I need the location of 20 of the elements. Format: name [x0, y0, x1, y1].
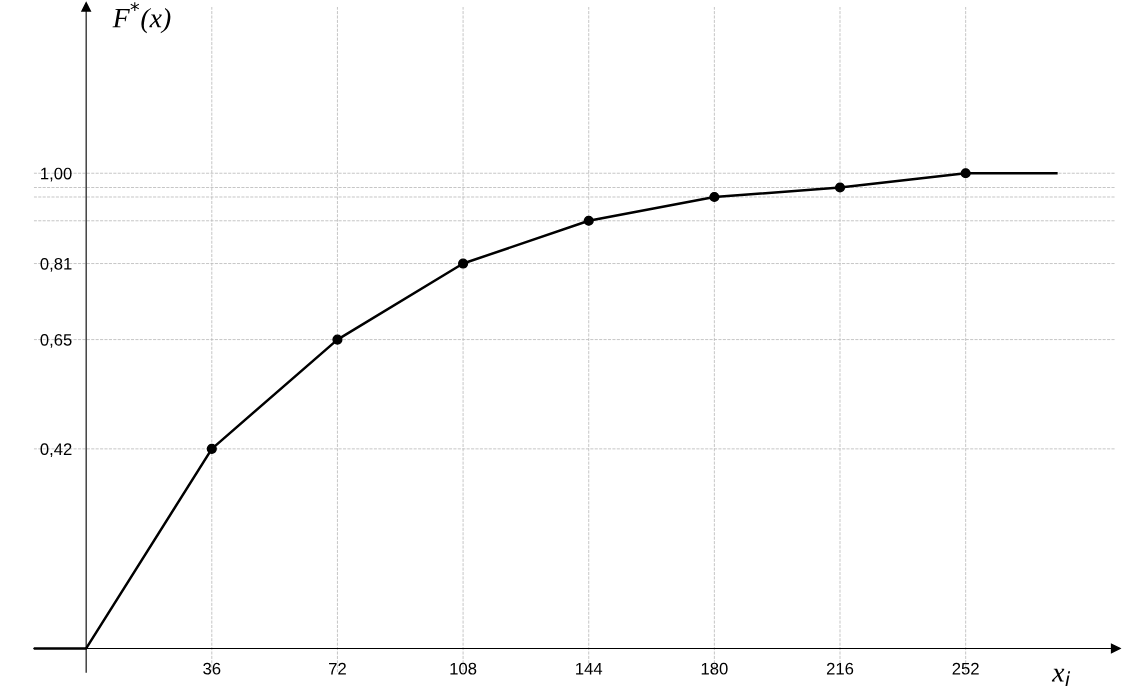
- point: [960, 168, 971, 179]
- x-tick-label: 180: [701, 662, 728, 675]
- point: [332, 334, 343, 345]
- point: [206, 443, 217, 454]
- point: [583, 215, 594, 226]
- x-tick-label: 144: [576, 662, 603, 675]
- y-tick-label: 0,65: [40, 333, 72, 348]
- y-tick-label: 1,00: [41, 167, 72, 182]
- x-axis-title: x$_{i}$: [1051, 668, 1071, 687]
- x-tick-label: 252: [952, 662, 979, 675]
- y-tick-label: 0,81: [40, 257, 72, 272]
- x-tick-label: 216: [826, 662, 854, 675]
- y-axis-title: F$^{*}$(x): [112, 2, 171, 34]
- point: [709, 191, 720, 203]
- y-tick-label: 0,42: [40, 443, 72, 458]
- point: [458, 258, 469, 269]
- point: [834, 182, 846, 193]
- x-tick-label: 36: [203, 662, 221, 675]
- x-tick-label: 72: [329, 662, 346, 675]
- x-tick-label: 108: [450, 662, 477, 675]
